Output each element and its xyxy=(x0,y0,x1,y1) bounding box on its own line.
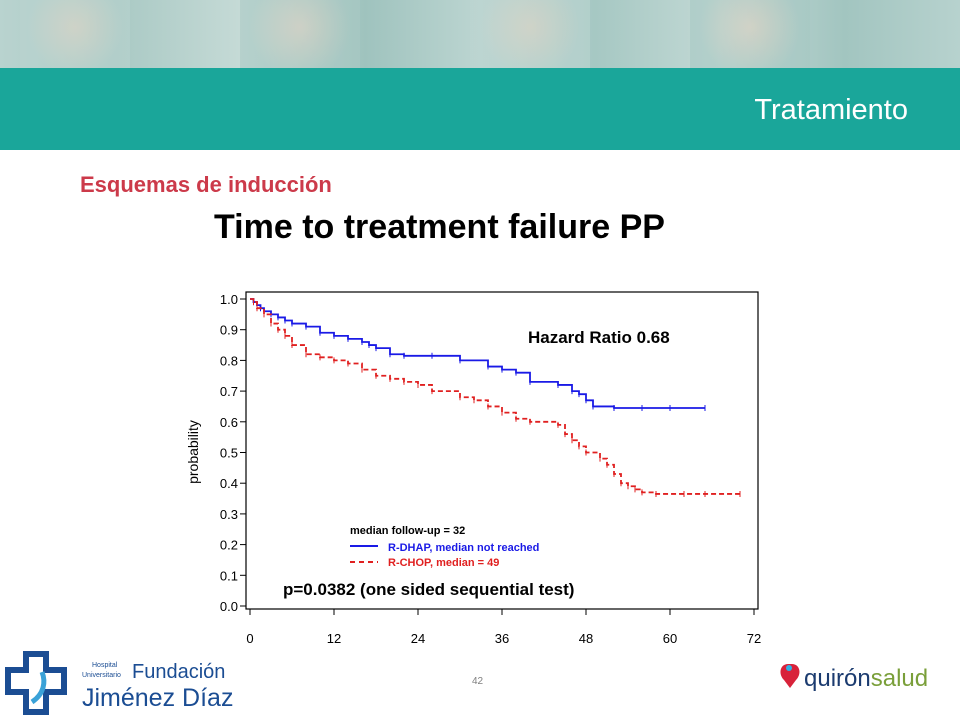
y-tick-label: 0.2 xyxy=(220,538,238,553)
fjd-swoosh-icon xyxy=(30,671,47,705)
quiron-part2: salud xyxy=(871,665,928,692)
quiron-dot-icon xyxy=(786,665,792,671)
y-tick-label: 0.3 xyxy=(220,507,238,522)
x-tick-label: 36 xyxy=(495,631,509,646)
legend-header: median follow-up = 32 xyxy=(350,525,465,537)
x-tick-label: 12 xyxy=(327,631,341,646)
slide-subtitle: Esquemas de inducción xyxy=(80,172,332,197)
y-tick-label: 0.8 xyxy=(220,353,238,368)
x-axis: 0 12 24 36 48 60 72 xyxy=(246,609,761,646)
fjd-universitario-label: Universitario xyxy=(82,672,121,679)
legend-label-r-chop: R-CHOP, median = 49 xyxy=(388,557,499,569)
plot-frame xyxy=(245,291,759,610)
page-number: 42 xyxy=(472,676,484,687)
y-tick-label: 0.0 xyxy=(220,599,238,614)
y-tick-label: 0.1 xyxy=(220,568,238,583)
chart-title: Time to treatment failure PP xyxy=(214,208,665,246)
fjd-hospital-label: Hospital xyxy=(92,662,118,669)
x-tick-label: 0 xyxy=(246,631,253,646)
y-axis-label: probability xyxy=(185,420,201,484)
legend-label-r-dhap: R-DHAP, median not reached xyxy=(388,542,539,554)
y-tick-label: 1.0 xyxy=(220,292,238,307)
fundacion-jimenez-diaz-logo: Hospital Universitario Fundación Jiménez… xyxy=(5,651,233,715)
y-axis: 0.0 0.1 0.2 0.3 0.4 0.5 0.6 0.7 0.8 0.9 1.0 xyxy=(220,292,246,614)
photo-tile xyxy=(470,0,590,68)
photo-tile xyxy=(20,0,130,68)
quiron-part1: quirón xyxy=(804,665,871,692)
photo-tile xyxy=(690,0,810,68)
y-tick-label: 0.9 xyxy=(220,323,238,338)
x-tick-label: 24 xyxy=(411,631,425,646)
header-photo-strip xyxy=(0,0,960,68)
x-tick-label: 72 xyxy=(747,631,761,646)
photo-tile xyxy=(240,0,360,68)
hazard-ratio-annotation: Hazard Ratio 0.68 xyxy=(528,328,670,347)
fjd-cross-icon xyxy=(5,651,67,715)
section-title: Tratamiento xyxy=(754,94,908,126)
fjd-fundacion-label: Fundación xyxy=(132,661,225,683)
p-value-annotation: p=0.0382 (one sided sequential test) xyxy=(283,580,574,599)
fjd-name-label: Jiménez Díaz xyxy=(82,684,233,712)
y-tick-label: 0.4 xyxy=(220,476,238,491)
x-tick-label: 48 xyxy=(579,631,593,646)
x-tick-label: 60 xyxy=(663,631,677,646)
y-tick-label: 0.5 xyxy=(220,446,238,461)
svg-text:quirónsalud: quirónsalud xyxy=(804,665,928,692)
title-band xyxy=(0,68,960,150)
y-tick-label: 0.7 xyxy=(220,384,238,399)
quironsalud-logo: quirónsalud xyxy=(780,664,928,692)
quiron-heart-icon xyxy=(780,664,800,688)
series-layer xyxy=(250,298,741,497)
y-tick-label: 0.6 xyxy=(220,415,238,430)
